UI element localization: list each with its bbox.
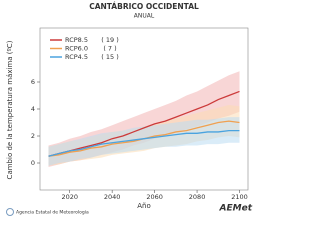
y-tick-label: 0 (31, 159, 35, 167)
chart-title: CANTÁBRICO OCCIDENTAL (89, 2, 199, 11)
y-tick-label: 4 (31, 105, 35, 113)
logo: AEMet (219, 204, 253, 214)
legend-count: ( 15 ) (101, 53, 118, 61)
y-axis-label: Cambio de la temperatura máxima (ºC) (6, 40, 14, 179)
x-tick-label: 2020 (61, 193, 78, 201)
x-tick-label: 2080 (189, 193, 206, 201)
legend-count: ( 7 ) (103, 45, 116, 53)
series-line (48, 129, 240, 157)
y-tick-label: 2 (31, 132, 35, 140)
legend-count: ( 19 ) (101, 36, 118, 44)
series-line (48, 90, 240, 157)
chart-subtitle: ANUAL (134, 13, 155, 20)
agency-icon (6, 208, 14, 216)
legend-label: RCP4.5 (65, 53, 88, 61)
legend-label: RCP8.5 (65, 36, 88, 44)
y-tick-label: 6 (31, 78, 35, 86)
x-tick-label: 2060 (146, 193, 163, 201)
x-axis-label: Año (137, 202, 151, 210)
chart: CANTÁBRICO OCCIDENTAL ANUAL Cambio de la… (6, 2, 253, 216)
agency-name: Agencia Estatal de Meteorología (16, 209, 89, 216)
x-tick-label: 2040 (104, 193, 121, 201)
x-tick-label: 2100 (231, 193, 248, 201)
legend-label: RCP6.0 (65, 45, 88, 53)
